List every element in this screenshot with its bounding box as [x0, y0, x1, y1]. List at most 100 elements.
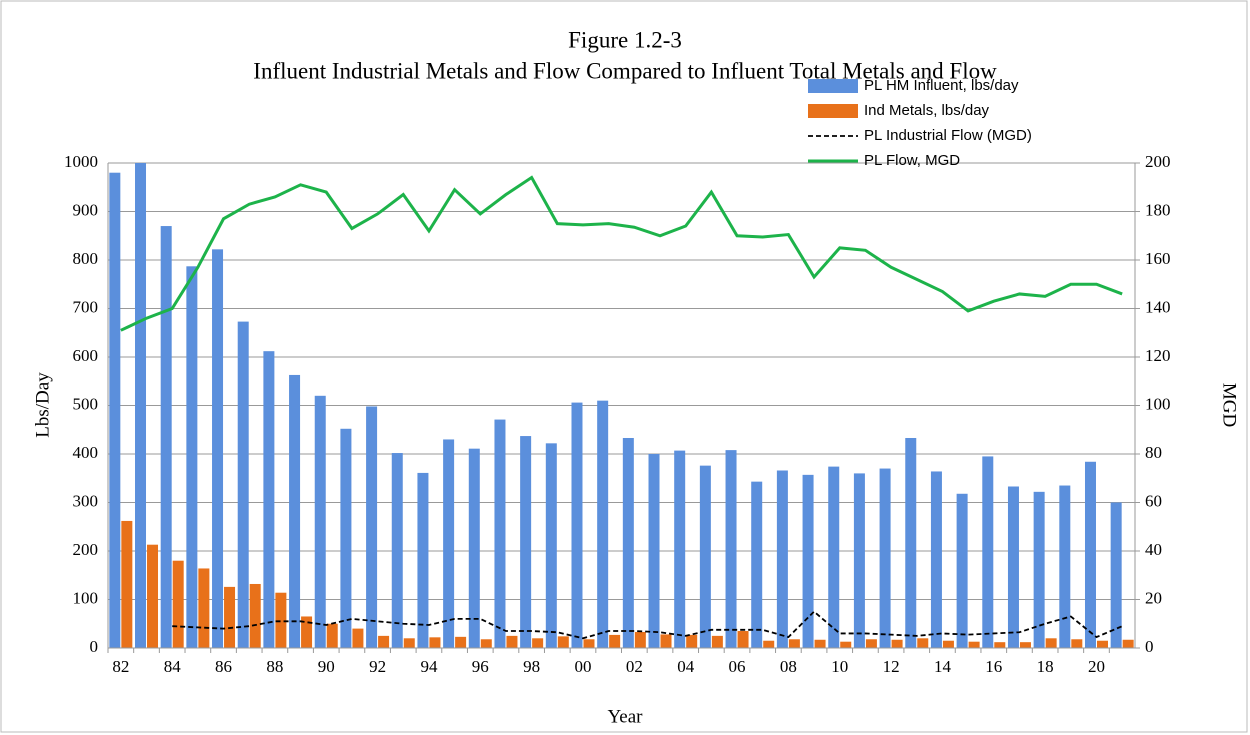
bar: [982, 456, 994, 648]
x-tick-label: 02: [626, 657, 643, 676]
bar: [1071, 639, 1083, 648]
bar: [275, 592, 287, 648]
y2-tick-label: 0: [1145, 637, 1154, 656]
y2-tick-label: 140: [1145, 297, 1171, 316]
bar: [160, 226, 172, 649]
y-tick-label: 700: [73, 297, 99, 316]
bar: [532, 638, 544, 648]
bar: [814, 639, 826, 648]
bar: [417, 472, 429, 648]
bar: [263, 351, 275, 648]
bar: [879, 468, 891, 648]
legend-swatch: [808, 104, 858, 118]
y2-tick-label: 120: [1145, 346, 1171, 365]
bar: [314, 395, 326, 648]
bar: [403, 638, 415, 648]
y-tick-label: 300: [73, 491, 99, 510]
bar: [802, 474, 814, 648]
x-tick-label: 04: [677, 657, 695, 676]
bar: [135, 163, 147, 648]
x-tick-label: 88: [266, 657, 283, 676]
bar: [494, 419, 506, 648]
y2-tick-label: 40: [1145, 540, 1162, 559]
bar: [506, 635, 518, 648]
x-tick-label: 20: [1088, 657, 1105, 676]
bar: [391, 453, 403, 648]
bar: [1096, 640, 1108, 648]
x-tick-label: 06: [729, 657, 746, 676]
bar: [352, 628, 364, 648]
x-tick-label: 16: [985, 657, 1002, 676]
y-tick-label: 900: [73, 200, 99, 219]
bar: [1059, 485, 1071, 648]
bar: [340, 428, 352, 648]
y-tick-label: 0: [90, 637, 99, 656]
bar: [571, 402, 583, 648]
bar: [1019, 642, 1031, 648]
bar: [776, 470, 788, 648]
y2-tick-label: 80: [1145, 443, 1162, 462]
y-axis-label: Lbs/Day: [32, 372, 53, 438]
y2-tick-label: 200: [1145, 152, 1171, 171]
bar: [198, 568, 210, 648]
bar: [545, 443, 557, 648]
bar: [891, 639, 903, 648]
bar: [1045, 638, 1057, 648]
bar: [1033, 491, 1045, 648]
bar: [301, 616, 313, 648]
y2-axis-label: MGD: [1219, 383, 1240, 427]
x-tick-label: 92: [369, 657, 386, 676]
y2-tick-label: 20: [1145, 588, 1162, 607]
y2-tick-label: 60: [1145, 491, 1162, 510]
x-axis-label: Year: [607, 706, 643, 727]
bar: [121, 520, 133, 648]
legend-label: PL HM Influent, lbs/day: [864, 77, 1019, 94]
bar: [994, 642, 1006, 648]
x-tick-label: 10: [831, 657, 848, 676]
bar: [840, 641, 852, 648]
bar: [326, 623, 338, 648]
bar: [480, 639, 492, 648]
bar: [224, 586, 236, 648]
bar: [788, 639, 800, 648]
x-tick-label: 90: [318, 657, 335, 676]
bar: [751, 481, 763, 648]
y2-tick-label: 160: [1145, 249, 1171, 268]
bar: [1007, 486, 1019, 648]
x-tick-label: 82: [112, 657, 129, 676]
bar: [429, 637, 441, 648]
bar: [172, 560, 184, 648]
bar: [557, 636, 569, 648]
line: [120, 175, 1123, 332]
bar: [763, 640, 775, 648]
bar: [968, 641, 980, 648]
bar: [660, 634, 672, 648]
y2-tick-label: 100: [1145, 394, 1171, 413]
x-tick-label: 86: [215, 657, 232, 676]
bar: [956, 493, 968, 648]
legend-label: Ind Metals, lbs/day: [864, 102, 990, 119]
y-tick-label: 800: [73, 249, 99, 268]
y-tick-label: 1000: [64, 152, 98, 171]
bar: [249, 583, 261, 648]
bar: [378, 635, 390, 648]
bar: [930, 471, 942, 648]
bar: [686, 634, 698, 648]
bar: [905, 437, 917, 648]
x-tick-label: 00: [574, 657, 591, 676]
bar: [1084, 461, 1096, 648]
bar: [634, 631, 646, 648]
bar: [609, 634, 621, 648]
bar: [917, 638, 929, 648]
y-tick-label: 500: [73, 394, 99, 413]
legend-label: PL Flow, MGD: [864, 152, 960, 169]
bar: [583, 639, 595, 648]
x-tick-label: 84: [164, 657, 182, 676]
y-tick-label: 600: [73, 346, 99, 365]
x-tick-label: 12: [883, 657, 900, 676]
x-tick-label: 14: [934, 657, 952, 676]
y-tick-label: 200: [73, 540, 99, 559]
bar: [455, 636, 467, 648]
legend-label: PL Industrial Flow (MGD): [864, 127, 1032, 144]
bar: [725, 450, 737, 648]
